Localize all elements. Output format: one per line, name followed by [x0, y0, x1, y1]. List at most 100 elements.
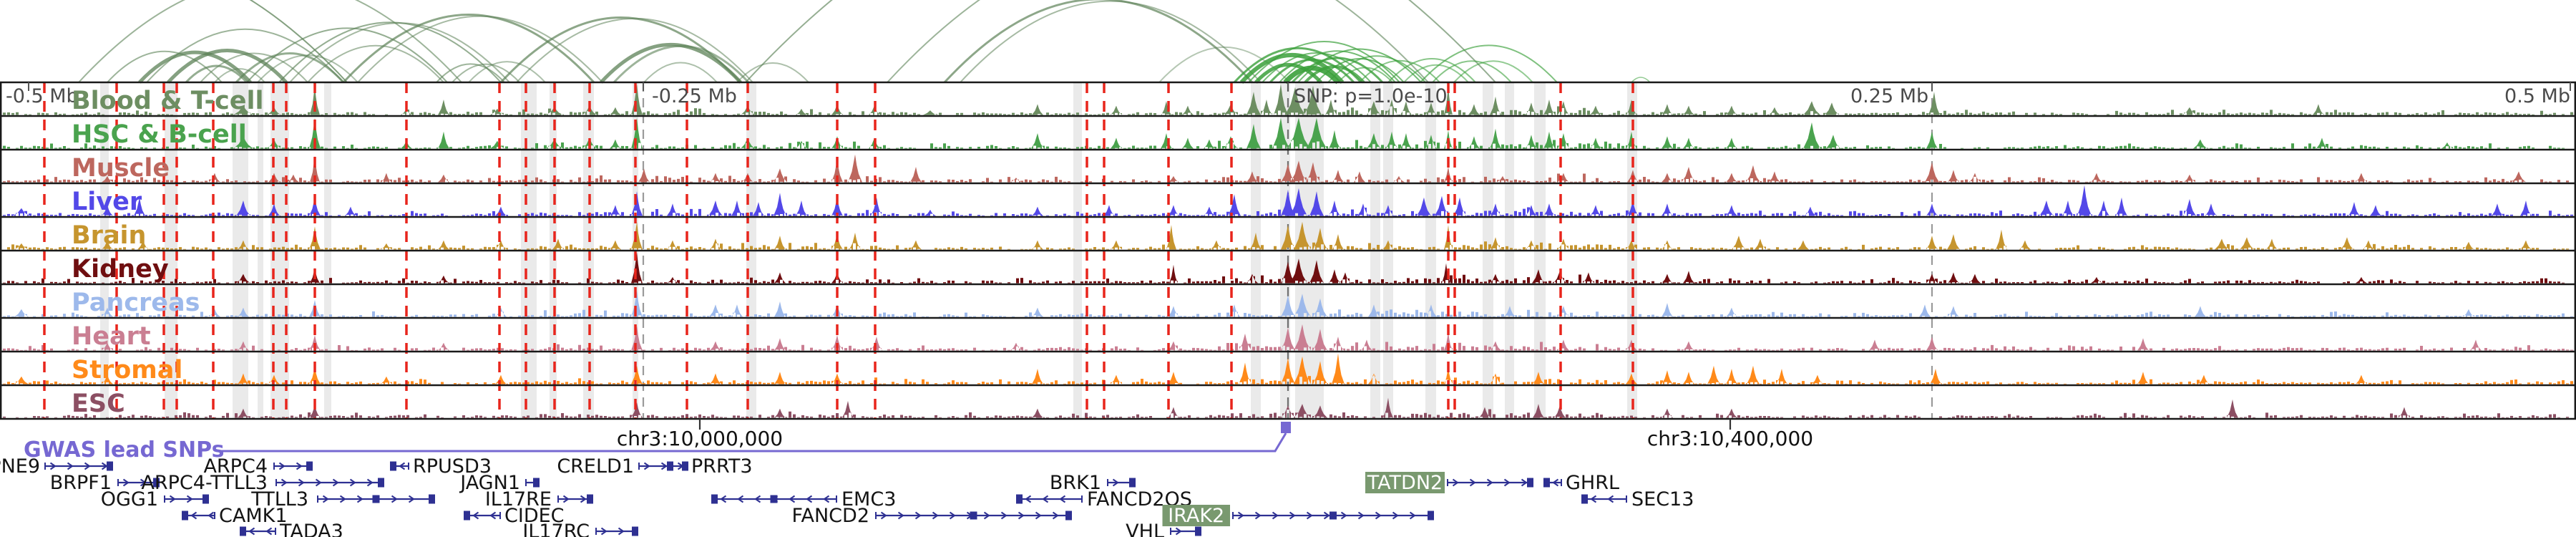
strand-arrow-icon	[1503, 478, 1511, 487]
interaction-arc	[307, 44, 444, 83]
gene-annotation: GHRL	[1543, 472, 1619, 494]
track-label: ESC	[72, 390, 125, 418]
track-label: HSC & B-cell	[72, 120, 247, 149]
interaction-arc	[107, 50, 223, 83]
strand-arrow-icon	[823, 495, 830, 503]
interaction-arc	[1158, 46, 1290, 83]
exon-box	[306, 461, 313, 471]
strand-arrow-icon	[169, 495, 176, 503]
strand-arrow-icon	[1289, 511, 1296, 520]
interaction-arc	[887, 0, 1429, 83]
gwas-annotation-layer: GWAS lead SNPs	[24, 422, 1291, 463]
gene-label: FANCD2	[791, 505, 869, 527]
exon-box	[667, 461, 673, 471]
gene-label: JAGN1	[459, 472, 520, 494]
gene-annotation: SEC13	[1581, 488, 1694, 511]
strand-arrow-icon	[1340, 511, 1347, 520]
strand-arrow-icon	[1323, 511, 1330, 520]
exon-box	[1543, 478, 1550, 488]
signal-track	[3, 117, 2565, 149]
strand-arrow-icon	[1409, 511, 1416, 520]
exon-box	[1330, 511, 1337, 520]
interaction-arc	[249, 0, 348, 83]
strand-arrow-icon	[1486, 478, 1493, 487]
signal-track	[3, 397, 2569, 418]
gene-label: IRAK2	[1168, 505, 1224, 527]
strand-arrow-icon	[949, 511, 956, 520]
strand-arrow-icon	[472, 511, 479, 520]
strand-arrow-icon	[296, 462, 303, 470]
gene-label: CIDEC	[504, 505, 565, 527]
strand-arrow-icon	[562, 495, 570, 503]
track-signal	[3, 397, 2569, 418]
signal-track	[3, 290, 2573, 317]
gene-label: RPUSD3	[413, 455, 492, 478]
interaction-arc	[1239, 52, 1345, 84]
strand-arrow-icon	[1254, 511, 1262, 520]
gene-annotation: ARPC4-TTLL3	[141, 472, 384, 494]
gene-label: CRELD1	[557, 455, 634, 478]
strand-arrow-icon	[1035, 511, 1042, 520]
interaction-arc	[1327, 55, 1426, 83]
strand-arrow-icon	[1521, 478, 1528, 487]
exon-box	[1428, 511, 1434, 521]
strand-arrow-icon	[186, 495, 193, 503]
strand-arrow-icon	[1306, 511, 1313, 520]
interaction-arc	[357, 15, 603, 83]
gene-annotation: IL17RE	[485, 488, 593, 511]
exon-box	[1016, 494, 1023, 504]
strand-arrow-icon	[754, 495, 761, 503]
exon-box	[203, 494, 209, 504]
exon-box	[464, 511, 470, 521]
interaction-arc	[1631, 77, 1651, 83]
signal-track	[3, 84, 2573, 115]
lead-snp-marker	[1281, 422, 1291, 433]
signal-track	[3, 185, 2573, 216]
gene-annotation: TTLL3	[250, 488, 435, 511]
interaction-arc	[452, 63, 520, 83]
exon-box	[1581, 494, 1588, 504]
strand-arrow-icon	[278, 462, 286, 470]
gene-label: CAMK1	[219, 505, 288, 527]
strand-arrow-icon	[789, 495, 796, 503]
interaction-arc	[1262, 52, 1372, 83]
interaction-arc	[278, 21, 502, 83]
strand-arrow-icon	[1375, 511, 1382, 520]
gene-annotation: RPUSD3	[390, 455, 492, 478]
interaction-arc	[600, 43, 742, 84]
gene-highlight-box	[1365, 472, 1445, 493]
track-label: Blood & T-cell	[72, 87, 263, 115]
interaction-arc	[1432, 60, 1512, 83]
strand-arrow-icon	[356, 495, 364, 503]
exon-box	[240, 526, 246, 536]
strand-arrow-icon	[1552, 478, 1559, 487]
interaction-arc	[516, 18, 753, 83]
interaction-arc	[1453, 60, 1533, 83]
exon-box	[587, 494, 593, 504]
gene-label: PNE9	[0, 455, 40, 478]
interaction-arc	[943, 0, 1254, 84]
track-signal	[3, 117, 2565, 149]
strand-arrow-icon	[880, 511, 887, 520]
strand-arrow-icon	[265, 527, 273, 536]
gene-annotation: CRELD1	[557, 455, 673, 478]
interaction-arc	[185, 64, 248, 84]
gene-label: SEC13	[1631, 488, 1694, 511]
strand-arrow-icon	[399, 462, 406, 470]
gene-label: IL17RC	[522, 521, 590, 537]
strand-arrow-icon	[643, 462, 650, 470]
interaction-arc	[1420, 44, 1558, 83]
exon-box	[153, 478, 160, 488]
strand-arrow-icon	[914, 511, 922, 520]
strand-arrow-icon	[1112, 478, 1119, 487]
exon-box	[770, 495, 778, 503]
strand-arrow-icon	[1607, 495, 1614, 503]
signal-track	[7, 221, 2569, 250]
strand-arrow-icon	[67, 462, 74, 470]
strand-arrow-icon	[391, 495, 398, 503]
gene-annotation: OGG1	[101, 488, 209, 511]
strand-arrow-icon	[720, 495, 727, 503]
strand-arrow-icon	[298, 478, 305, 487]
track-signal	[3, 185, 2573, 216]
interaction-arc	[146, 28, 344, 83]
